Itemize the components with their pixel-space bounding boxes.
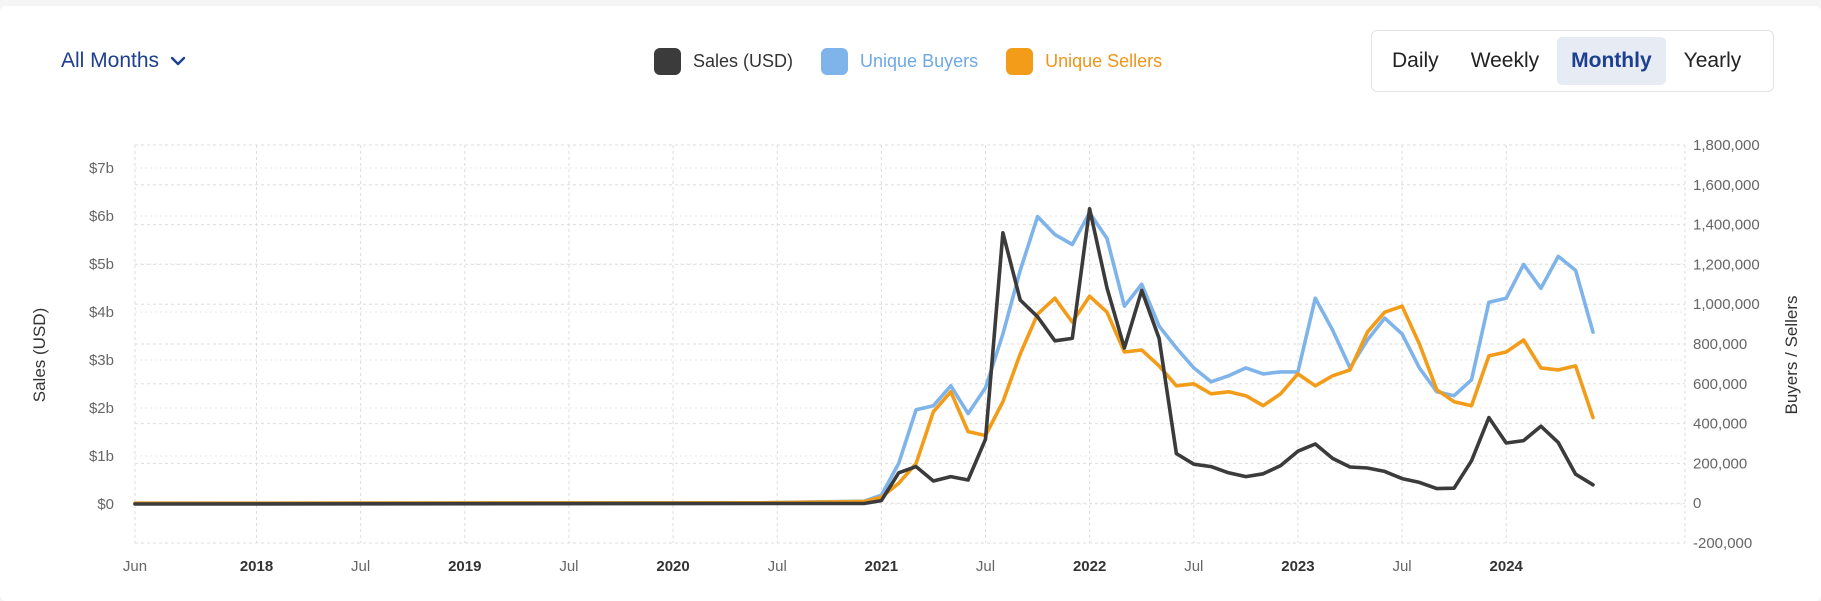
chart-legend: Sales (USD) Unique Buyers Unique Sellers bbox=[654, 46, 1162, 76]
x-tick-label: Jul bbox=[1392, 558, 1411, 575]
x-tick-label: 2020 bbox=[656, 558, 689, 575]
right-axis-title: Buyers / Sellers bbox=[1782, 295, 1801, 414]
month-filter-dropdown[interactable]: All Months bbox=[61, 46, 187, 76]
legend-swatch-buyers bbox=[821, 47, 849, 75]
chart-series bbox=[133, 207, 1595, 506]
legend-item-sales[interactable]: Sales (USD) bbox=[654, 47, 794, 75]
period-toggle-group: Daily Weekly Monthly Yearly bbox=[1371, 30, 1774, 92]
left-tick-label: $3b bbox=[89, 352, 114, 369]
legend-swatch-sales bbox=[654, 47, 681, 75]
legend-item-sellers[interactable]: Unique Sellers bbox=[1006, 47, 1163, 75]
period-daily-button[interactable]: Daily bbox=[1392, 49, 1439, 72]
right-axis-ticks: -200,000 0 200,000 400,000 600,000 800,000 1,0… bbox=[1693, 137, 1760, 552]
legend-label-buyers: Unique Buyers bbox=[860, 50, 979, 71]
right-tick-label: 1,200,000 bbox=[1693, 256, 1760, 273]
period-monthly-button[interactable]: Monthly bbox=[1557, 37, 1666, 85]
left-tick-label: $2b bbox=[89, 400, 114, 417]
right-tick-label: -200,000 bbox=[1693, 535, 1752, 552]
x-tick-label: Jul bbox=[351, 558, 370, 575]
legend-label-sellers: Unique Sellers bbox=[1045, 50, 1163, 71]
series-line-buyers[interactable] bbox=[133, 210, 1595, 506]
x-tick-label: Jul bbox=[559, 558, 578, 575]
period-yearly-button[interactable]: Yearly bbox=[1683, 49, 1742, 72]
left-tick-label: $0 bbox=[97, 496, 114, 513]
legend-swatch-sellers bbox=[1006, 47, 1034, 75]
legend-label-sales: Sales (USD) bbox=[693, 50, 794, 71]
right-tick-label: 1,800,000 bbox=[1693, 137, 1760, 154]
x-tick-label: 2018 bbox=[240, 558, 273, 575]
chart-grid bbox=[134, 144, 1686, 544]
chevron-down-icon bbox=[170, 56, 186, 66]
left-tick-label: $1b bbox=[89, 448, 114, 465]
right-tick-label: 1,400,000 bbox=[1693, 217, 1760, 234]
x-tick-label: Jun bbox=[123, 558, 147, 575]
right-tick-label: 400,000 bbox=[1693, 416, 1747, 433]
x-tick-label: 2019 bbox=[448, 558, 481, 575]
x-tick-label: 2022 bbox=[1073, 558, 1106, 575]
right-tick-label: 1,000,000 bbox=[1693, 296, 1760, 313]
right-tick-label: 1,600,000 bbox=[1693, 177, 1760, 194]
series-line-sales[interactable] bbox=[133, 207, 1595, 506]
right-tick-label: 200,000 bbox=[1693, 455, 1747, 472]
x-tick-label: 2023 bbox=[1281, 558, 1314, 575]
left-tick-label: $6b bbox=[89, 208, 114, 225]
x-tick-label: Jul bbox=[1184, 558, 1203, 575]
series-line-sellers[interactable] bbox=[133, 294, 1595, 506]
right-tick-label: 0 bbox=[1693, 495, 1701, 512]
right-tick-label: 600,000 bbox=[1693, 376, 1747, 393]
x-tick-label: 2021 bbox=[865, 558, 898, 575]
left-axis-ticks: $0 $1b $2b $3b $4b $5b $6b $7b bbox=[89, 160, 114, 513]
legend-item-buyers[interactable]: Unique Buyers bbox=[821, 47, 979, 75]
x-tick-label: Jul bbox=[768, 558, 787, 575]
left-tick-label: $4b bbox=[89, 304, 114, 321]
x-tick-label: 2024 bbox=[1490, 558, 1524, 575]
left-axis-title: Sales (USD) bbox=[30, 308, 49, 402]
left-tick-label: $5b bbox=[89, 256, 114, 273]
period-weekly-button[interactable]: Weekly bbox=[1470, 49, 1540, 72]
x-tick-label: Jul bbox=[976, 558, 995, 575]
month-filter-label: All Months bbox=[61, 49, 160, 72]
left-tick-label: $7b bbox=[89, 160, 114, 177]
x-axis-ticks: Jun 2018 Jul 2019 Jul 2020 Jul 2021 Jul 2022 Jul 20… bbox=[123, 558, 1524, 575]
right-tick-label: 800,000 bbox=[1693, 336, 1747, 353]
